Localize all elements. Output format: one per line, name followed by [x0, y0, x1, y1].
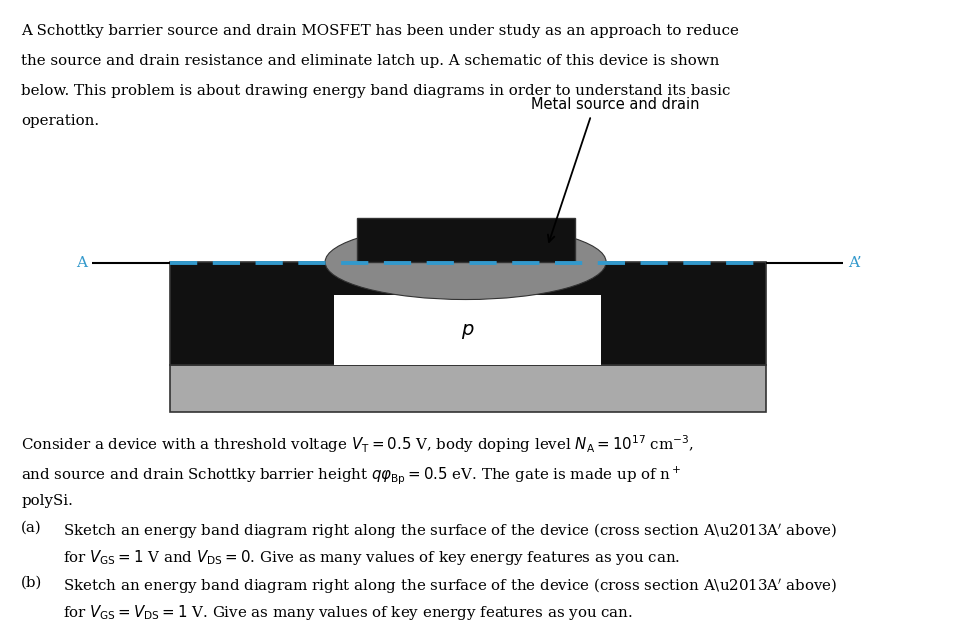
- Text: Metal source and drain: Metal source and drain: [531, 97, 700, 112]
- Text: (a): (a): [21, 521, 42, 535]
- Text: Consider a device with a threshold voltage $V_{\mathrm{T}} = 0.5$ V, body doping: Consider a device with a threshold volta…: [21, 434, 694, 456]
- Text: $p$: $p$: [461, 322, 474, 341]
- Text: for $V_{\mathrm{GS}} = 1$ V and $V_{\mathrm{DS}} = 0$. Give as many values of ke: for $V_{\mathrm{GS}} = 1$ V and $V_{\mat…: [63, 548, 680, 567]
- Bar: [170, 262, 766, 365]
- Text: operation.: operation.: [21, 114, 100, 127]
- Bar: [357, 218, 575, 262]
- Bar: [334, 295, 601, 365]
- Text: below. This problem is about drawing energy band diagrams in order to understand: below. This problem is about drawing ene…: [21, 84, 731, 97]
- Text: and source and drain Schottky barrier height $q\varphi_{\mathrm{Bp}} = 0.5$ eV. : and source and drain Schottky barrier he…: [21, 464, 681, 485]
- Text: Sketch an energy band diagram right along the surface of the device (cross secti: Sketch an energy band diagram right alon…: [63, 576, 837, 595]
- Text: A’: A’: [848, 256, 861, 270]
- Text: the source and drain resistance and eliminate latch up. A schematic of this devi: the source and drain resistance and elim…: [21, 54, 720, 67]
- Text: A Schottky barrier source and drain MOSFET has been under study as an approach t: A Schottky barrier source and drain MOSF…: [21, 24, 739, 37]
- Bar: [170, 365, 766, 412]
- Text: (b): (b): [21, 576, 43, 590]
- Text: A: A: [77, 256, 87, 270]
- Ellipse shape: [325, 225, 607, 300]
- Text: polySi.: polySi.: [21, 494, 74, 507]
- Text: for $V_{\mathrm{GS}} = V_{\mathrm{DS}} = 1$ V. Give as many values of key energy: for $V_{\mathrm{GS}} = V_{\mathrm{DS}} =…: [63, 603, 633, 622]
- Text: Sketch an energy band diagram right along the surface of the device (cross secti: Sketch an energy band diagram right alon…: [63, 521, 837, 540]
